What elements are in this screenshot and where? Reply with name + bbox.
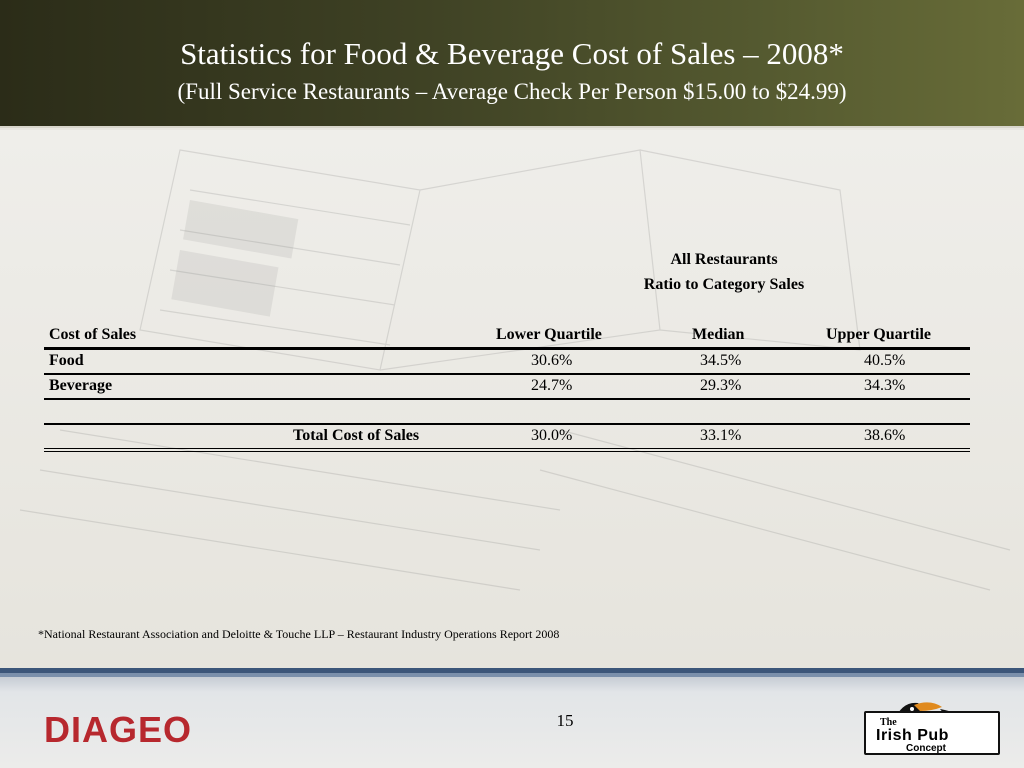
slide-subtitle: (Full Service Restaurants – Average Chec… (177, 79, 847, 104)
group-header-line2: Ratio to Category Sales (643, 276, 805, 293)
irish-pub-concept-logo: The Irish Pub Concept (862, 695, 1002, 759)
total-upper-quartile: 38.6% (864, 427, 906, 444)
slide-footer: DIAGEO 15 The Irish Pub Concept (0, 668, 1024, 768)
beverage-median: 29.3% (700, 377, 742, 394)
total-top-rule (44, 423, 970, 425)
column-header-upper-quartile: Upper Quartile (826, 326, 932, 343)
cost-of-sales-table: All Restaurants Ratio to Category Sales … (0, 130, 1024, 668)
page-number: 15 (556, 711, 574, 730)
total-median: 33.1% (700, 427, 742, 444)
beverage-lower-quartile: 24.7% (531, 377, 573, 394)
row-rule-beverage (44, 398, 970, 400)
group-header-line1: All Restaurants (670, 251, 778, 268)
total-bottom-rule-1 (44, 448, 970, 449)
diageo-logo: DIAGEO (44, 709, 193, 750)
row-label-total: Total Cost of Sales (293, 427, 420, 444)
pub-logo-box (864, 711, 1000, 755)
pub-logo-line1: The (880, 717, 897, 728)
pub-logo-line3: Concept (906, 743, 946, 754)
food-upper-quartile: 40.5% (864, 352, 906, 369)
slide-title: Statistics for Food & Beverage Cost of S… (180, 36, 844, 71)
column-header-cost-of-sales: Cost of Sales (49, 326, 137, 343)
source-footnote: *National Restaurant Association and Del… (38, 627, 560, 641)
ledger-background-image (19, 149, 1011, 591)
total-lower-quartile: 30.0% (531, 427, 573, 444)
row-rule-food (44, 373, 970, 375)
column-header-median: Median (692, 326, 745, 343)
row-label-food: Food (49, 352, 84, 369)
food-median: 34.5% (700, 352, 742, 369)
row-label-beverage: Beverage (49, 377, 113, 394)
slide-content: All Restaurants Ratio to Category Sales … (0, 130, 1024, 668)
header-rule (44, 347, 970, 350)
column-header-lower-quartile: Lower Quartile (496, 326, 602, 343)
slide-header: Statistics for Food & Beverage Cost of S… (0, 0, 1024, 128)
food-lower-quartile: 30.6% (531, 352, 573, 369)
total-bottom-rule-2 (44, 451, 970, 452)
pub-logo-line2: Irish Pub (876, 727, 949, 744)
footer-band (0, 673, 1024, 677)
beverage-upper-quartile: 34.3% (864, 377, 906, 394)
